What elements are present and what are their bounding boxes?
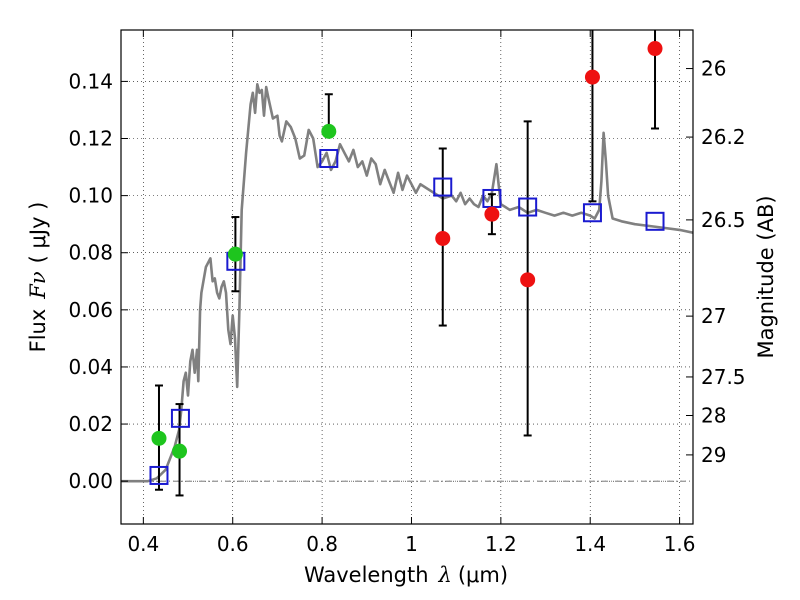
model-square-8 — [645, 211, 665, 231]
model-square-0 — [149, 465, 169, 485]
model-photometry-layer — [149, 148, 665, 485]
x-tick-label-3: 1 — [405, 532, 418, 556]
y-axis-label-unit: ( μJy ) — [26, 202, 50, 264]
y-axis-ticks: 0.00 0.02 0.04 0.06 0.08 0.10 0.12 0.14 — [68, 69, 128, 493]
x-axis-label-prefix: Wavelength — [304, 563, 429, 587]
plot-frame — [120, 29, 694, 525]
y-axis-label-symbol: Fν — [26, 271, 50, 300]
red-point-2 — [520, 272, 536, 288]
x-axis-label-symbol: λ — [438, 563, 452, 587]
y2-tick-label-6: 29 — [701, 443, 726, 467]
y2-tick-label-0: 26 — [701, 57, 726, 81]
model-square-7 — [582, 203, 602, 223]
x-axis-ticks: 0.4 0.6 0.8 1 1.2 1.4 1.6 — [127, 30, 696, 556]
y-tick-label-3: 0.06 — [68, 298, 113, 322]
x-tick-label-4: 1.2 — [485, 532, 517, 556]
y-axis-label: Flux Fν ( μJy ) — [26, 202, 50, 353]
x-tick-label-6: 1.6 — [664, 532, 696, 556]
y2-tick-label-3: 27 — [701, 304, 726, 328]
plot-background — [121, 30, 693, 524]
y-tick-label-1: 0.02 — [68, 412, 113, 436]
model-square-4 — [433, 177, 453, 197]
sed-curve-layer — [121, 83, 693, 483]
model-square-3 — [319, 148, 339, 168]
red-point-4 — [647, 41, 663, 57]
green-point-0 — [151, 430, 167, 446]
y-tick-label-0: 0.00 — [68, 469, 113, 493]
x-tick-label-2: 0.8 — [306, 532, 338, 556]
y-tick-label-2: 0.04 — [68, 355, 113, 379]
y-tick-label-7: 0.14 — [68, 69, 113, 93]
observed-photometry-layer — [151, 41, 663, 459]
y2-tick-label-5: 28 — [701, 403, 726, 427]
x-axis-label: Wavelength λ (μm) — [304, 563, 508, 587]
y2-tick-label-1: 26.2 — [701, 125, 746, 149]
y2-axis-ticks: 26 26.2 26.5 27 27.5 28 29 — [686, 57, 746, 467]
y-tick-label-5: 0.10 — [68, 184, 113, 208]
red-point-0 — [435, 230, 451, 246]
model-square-1 — [170, 408, 190, 428]
sed-curve — [121, 83, 693, 483]
y-tick-label-4: 0.08 — [68, 241, 113, 265]
y2-tick-label-2: 26.5 — [701, 208, 746, 232]
green-point-2 — [227, 246, 243, 262]
x-tick-label-5: 1.4 — [574, 532, 606, 556]
y2-tick-label-4: 27.5 — [701, 365, 746, 389]
red-point-3 — [584, 69, 600, 85]
y-axis-label-prefix: Flux — [26, 309, 50, 353]
red-point-1 — [484, 206, 500, 222]
model-square-6 — [518, 197, 538, 217]
x-axis-label-unit: (μm) — [458, 563, 508, 587]
x-tick-label-1: 0.6 — [217, 532, 249, 556]
x-tick-label-0: 0.4 — [127, 532, 159, 556]
y2-axis-label: Magnitude (AB) — [754, 195, 778, 358]
green-point-3 — [321, 123, 337, 139]
green-point-1 — [172, 443, 188, 459]
y-tick-label-6: 0.12 — [68, 127, 113, 151]
